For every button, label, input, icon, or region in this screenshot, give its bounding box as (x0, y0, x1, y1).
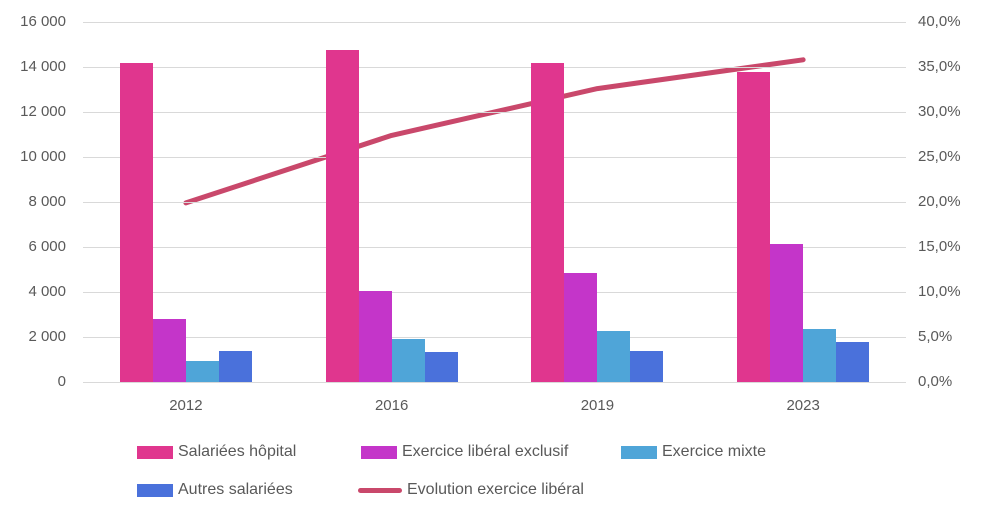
legend-color-swatch (621, 445, 657, 459)
gridline (83, 111, 906, 113)
y-axis-left-tick-label: 2 000 (28, 328, 66, 345)
bar-autres-salariees-2016 (424, 351, 458, 382)
bar-salariees-hopital-2023 (737, 71, 771, 382)
gridline (83, 381, 906, 383)
legend-item-exercice-mixte: Exercice mixte (621, 443, 766, 461)
bar-autres-salariees-2019 (630, 350, 664, 382)
y-axis-left-tick-label: 4 000 (28, 283, 66, 300)
bar-exercice-liberal-exclusif-2019 (564, 272, 598, 382)
legend-item-autres-salariees: Autres salariées (137, 481, 293, 499)
bar-exercice-mixte-2012 (185, 360, 219, 382)
legend-label: Exercice libéral exclusif (402, 443, 569, 460)
bar-exercice-liberal-exclusif-2016 (358, 290, 392, 382)
legend-color-swatch (137, 483, 173, 497)
y-axis-left-tick-label: 10 000 (20, 148, 66, 165)
gridline (83, 246, 906, 248)
y-axis-left-tick-label: 16 000 (20, 13, 66, 30)
y-axis-right-tick-label: 0,0% (918, 373, 953, 390)
gridline (83, 156, 906, 158)
x-axis-label-2016: 2016 (374, 397, 409, 414)
plot-area (83, 21, 906, 383)
gridline (83, 21, 906, 23)
legend-item-salariees-hopital: Salariées hôpital (137, 443, 296, 461)
y-axis-right-tick-label: 10,0% (918, 283, 961, 300)
bar-salariees-hopital-2012 (119, 62, 153, 382)
y-axis-right-tick-label: 40,0% (918, 13, 961, 30)
bar-exercice-mixte-2019 (597, 331, 631, 382)
bar-exercice-liberal-exclusif-2023 (770, 243, 804, 382)
gridline (83, 201, 906, 203)
bar-exercice-mixte-2023 (803, 329, 837, 382)
legend-color-swatch (361, 445, 397, 459)
legend-item-exercice-liberal-exclusif: Exercice libéral exclusif (361, 443, 568, 461)
legend-item-evolution-exercice-liberal: Evolution exercice libéral (358, 481, 584, 499)
y-axis-left-tick-label: 6 000 (28, 238, 66, 255)
bar-autres-salariees-2012 (218, 350, 252, 382)
y-axis-right-tick-label: 30,0% (918, 103, 961, 120)
evolution-line (183, 57, 806, 206)
y-axis-left-tick-label: 0 (57, 373, 66, 390)
gridline (83, 336, 906, 338)
legend-label: Autres salariées (178, 481, 293, 498)
y-axis-right-tick-label: 20,0% (918, 193, 961, 210)
x-axis-label-2019: 2019 (580, 397, 615, 414)
bar-salariees-hopital-2019 (531, 62, 565, 382)
gridline (83, 291, 906, 293)
bar-autres-salariees-2023 (836, 341, 870, 382)
gridline (83, 66, 906, 68)
legend-label: Exercice mixte (662, 443, 767, 460)
legend-label: Evolution exercice libéral (407, 481, 584, 498)
legend-line-swatch (358, 487, 402, 493)
y-axis-left-tick-label: 14 000 (20, 58, 66, 75)
bar-salariees-hopital-2016 (325, 50, 359, 382)
legend-label: Salariées hôpital (178, 443, 297, 460)
y-axis-right-tick-label: 35,0% (918, 58, 961, 75)
y-axis-left-tick-label: 12 000 (20, 103, 66, 120)
legend-color-swatch (137, 445, 173, 459)
y-axis-right-tick-label: 5,0% (918, 328, 953, 345)
bar-exercice-liberal-exclusif-2012 (152, 319, 186, 382)
x-axis-label-2012: 2012 (169, 397, 203, 414)
bar-exercice-mixte-2016 (391, 339, 425, 382)
x-axis-label-2023: 2023 (786, 397, 820, 414)
y-axis-right-tick-label: 15,0% (918, 238, 961, 255)
y-axis-left-tick-label: 8 000 (28, 193, 66, 210)
y-axis-right-tick-label: 25,0% (918, 148, 961, 165)
